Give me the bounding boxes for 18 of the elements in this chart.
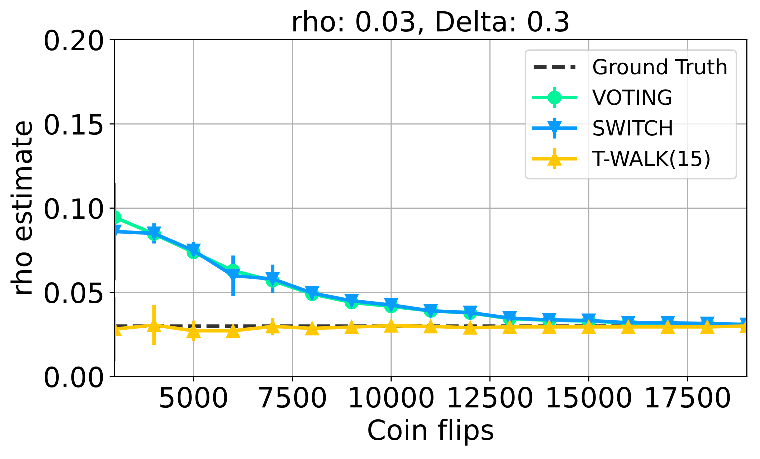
x-tick-label: 5000 bbox=[160, 387, 228, 408]
y-tick-label: 0.15 bbox=[45, 114, 103, 136]
x-axis-title: Coin flips bbox=[368, 419, 494, 446]
x-tick-label: 15000 bbox=[548, 387, 632, 408]
y-tick-label: 0.20 bbox=[45, 30, 104, 51]
y-axis-title: rho estimate bbox=[10, 122, 32, 294]
legend-label: T-WALK(15) bbox=[592, 150, 710, 169]
legend-label: Ground Truth bbox=[593, 58, 727, 75]
y-tick-label: 0.00 bbox=[45, 366, 104, 388]
x-tick-label: 7500 bbox=[260, 387, 326, 408]
y-tick-label: 0.05 bbox=[45, 282, 103, 304]
legend-label: VOTING bbox=[592, 90, 672, 106]
x-tick-label: 10000 bbox=[350, 387, 434, 408]
x-tick-label: 12500 bbox=[449, 387, 533, 408]
y-tick-label: 0.10 bbox=[45, 198, 104, 220]
x-tick-label: 17500 bbox=[646, 387, 730, 408]
legend-label: SWITCH bbox=[594, 120, 672, 136]
chart-title: rho: 0.03, Delta: 0.3 bbox=[294, 10, 569, 35]
